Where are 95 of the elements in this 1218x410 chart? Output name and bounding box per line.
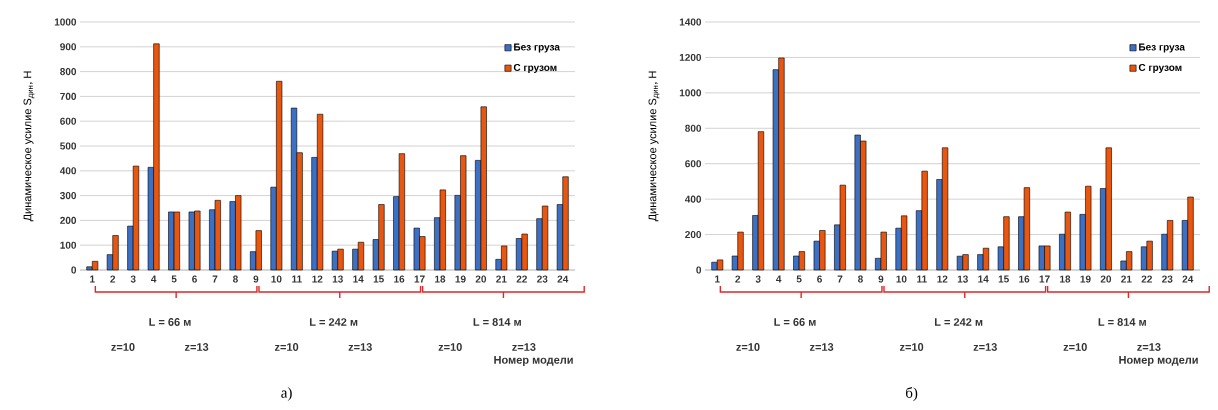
- text: Номер модели: [494, 356, 573, 366]
- x-tick-label: 8: [858, 275, 863, 283]
- x-tick-label: 1: [90, 275, 95, 283]
- x-tick-label: 20: [1100, 275, 1112, 283]
- x-tick-label: 16: [1019, 275, 1030, 283]
- text: L = 242 м: [309, 318, 358, 326]
- x-tick-label: 14: [353, 275, 364, 283]
- x-tick-label: 24: [1182, 275, 1194, 283]
- x-tick-label: 5: [171, 275, 177, 283]
- x-tick-label: 6: [192, 275, 197, 283]
- x-tick-label: 6: [817, 275, 822, 283]
- y-tick-label: 600: [685, 160, 702, 168]
- x-tick-label: 21: [496, 275, 507, 283]
- text: z=13: [1137, 343, 1161, 351]
- x-tick-label: 17: [1039, 275, 1050, 283]
- y-tick-label: 700: [60, 92, 77, 100]
- x-tick-label: 18: [1060, 275, 1071, 283]
- x-tick-label: 1: [715, 275, 720, 283]
- text: z=13: [973, 343, 997, 351]
- x-tick-label: 12: [312, 275, 323, 283]
- x-tick-label: 13: [332, 275, 343, 283]
- text: L = 66 м: [149, 318, 191, 326]
- text: z=13: [809, 343, 834, 351]
- y-tick-label: 1000: [679, 89, 702, 97]
- y-tick-label: 0: [71, 266, 77, 274]
- x-tick-label: 8: [232, 275, 238, 283]
- x-tick-label: 23: [1162, 275, 1173, 283]
- y-axis-title: Динамическое усилие S$_{дин}$, Н: [648, 71, 660, 222]
- text: L = 242 м: [934, 318, 983, 326]
- text: а): [281, 387, 292, 401]
- text: z=10: [111, 343, 135, 351]
- legend-label: Без груза: [514, 43, 560, 53]
- x-tick-label: 20: [475, 275, 487, 283]
- y-tick-label: 0: [696, 266, 702, 274]
- x-tick-label: 2: [110, 275, 116, 283]
- text: z=10: [899, 343, 924, 351]
- text: z=13: [184, 343, 209, 351]
- x-tick-label: 4: [776, 275, 782, 283]
- y-tick-label: 1200: [679, 53, 702, 61]
- y-tick-label: 800: [685, 124, 702, 132]
- x-tick-label: 9: [878, 275, 884, 283]
- x-tick-label: 22: [1141, 275, 1152, 283]
- y-tick-label: 400: [59, 167, 77, 175]
- text: z=10: [438, 343, 462, 351]
- y-tick-label: 200: [685, 231, 702, 239]
- x-tick-label: 15: [373, 275, 384, 283]
- text: L = 814 м: [1098, 318, 1146, 326]
- x-tick-label: 3: [130, 275, 136, 283]
- x-tick-label: 18: [435, 275, 446, 283]
- x-tick-label: 14: [978, 275, 989, 283]
- x-tick-label: 11: [917, 275, 927, 283]
- y-axis-title: Динамическое усилие S$_{дин}$, Н: [23, 71, 35, 222]
- y-tick-label: 600: [60, 117, 77, 125]
- text: z=10: [1063, 343, 1087, 351]
- text: Номер модели: [1119, 356, 1198, 366]
- legend-label: Без груза: [1139, 43, 1185, 53]
- y-tick-label: 800: [60, 68, 77, 76]
- x-tick-label: 16: [394, 275, 405, 283]
- x-tick-label: 4: [151, 275, 157, 283]
- y-tick-label: 500: [60, 142, 77, 150]
- x-tick-label: 22: [516, 275, 527, 283]
- x-tick-label: 10: [896, 275, 907, 283]
- x-tick-label: 10: [271, 275, 282, 283]
- y-tick-label: 1000: [54, 18, 77, 26]
- text: z=10: [274, 343, 299, 351]
- text: б): [905, 387, 918, 401]
- x-tick-label: 19: [455, 275, 466, 283]
- y-tick-label: 100: [60, 241, 77, 249]
- x-tick-label: 7: [837, 275, 843, 283]
- legend-label: С грузом: [1138, 63, 1182, 73]
- x-tick-label: 24: [557, 275, 569, 283]
- x-tick-label: 2: [735, 275, 741, 283]
- y-tick-label: 200: [60, 216, 77, 224]
- text: z=13: [512, 343, 536, 351]
- x-tick-label: 3: [755, 275, 761, 283]
- y-tick-label: 900: [60, 43, 77, 51]
- text: L = 814 м: [473, 318, 521, 326]
- y-tick-label: 1400: [679, 18, 702, 26]
- x-tick-label: 11: [292, 275, 302, 283]
- text: z=13: [348, 343, 372, 351]
- x-tick-label: 23: [537, 275, 548, 283]
- text: z=10: [736, 343, 760, 351]
- x-tick-label: 9: [253, 275, 259, 283]
- x-tick-label: 21: [1121, 275, 1132, 283]
- x-tick-label: 19: [1080, 275, 1091, 283]
- y-tick-label: 300: [60, 192, 77, 200]
- x-tick-label: 13: [957, 275, 968, 283]
- legend-label: С грузом: [513, 63, 557, 73]
- x-tick-label: 12: [937, 275, 948, 283]
- x-tick-label: 5: [796, 275, 802, 283]
- text: L = 66 м: [774, 318, 816, 326]
- x-tick-label: 7: [212, 275, 218, 283]
- x-tick-label: 15: [998, 275, 1009, 283]
- x-tick-label: 17: [414, 275, 425, 283]
- y-tick-label: 400: [684, 195, 702, 203]
